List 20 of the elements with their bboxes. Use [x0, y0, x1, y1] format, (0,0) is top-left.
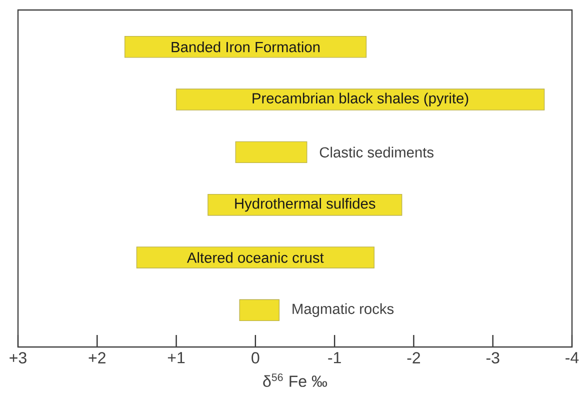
y-tick-label: Precambrian black shales (pyrite) [252, 92, 468, 106]
x-tick-label: -2 [407, 352, 420, 364]
x-tick-label: +2 [88, 352, 106, 364]
bar [136, 246, 374, 268]
y-tick-label: Banded Iron Formation [172, 41, 320, 52]
bar [239, 299, 280, 322]
x-tick-label: +3 [10, 352, 26, 364]
y-tick-label: Clastic sediments [320, 146, 434, 158]
x-tick-label: 0 [252, 352, 260, 364]
x-tick-label: +1 [168, 352, 185, 364]
x-tick-label: -4 [566, 352, 579, 364]
x-axis-title: δ$^{56}$ Fe ‰ [263, 374, 328, 387]
y-tick-label: Altered oceanic crust [186, 252, 324, 263]
bar [176, 88, 545, 110]
x-tick-label: -1 [328, 352, 341, 364]
bar [124, 36, 367, 58]
bar [235, 141, 308, 164]
x-tick-label: -3 [486, 352, 500, 364]
y-tick-label: Magmatic rocks [292, 303, 394, 317]
y-tick-label: Hydrothermal sulfides [235, 198, 376, 212]
